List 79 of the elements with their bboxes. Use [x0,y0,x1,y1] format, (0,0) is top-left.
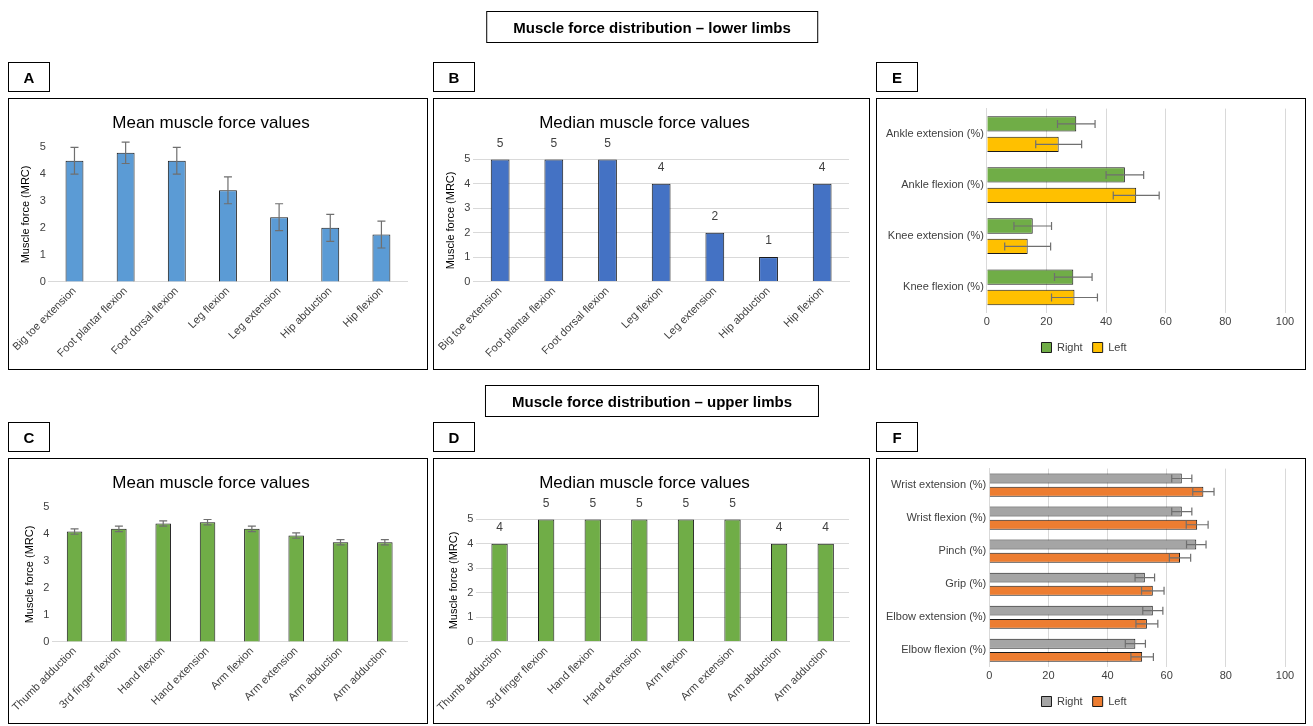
text: Muscle force distribution – upper limbs [484,385,820,417]
y-tick-label: 0 [43,634,50,647]
y-tick-label: 1 [39,247,46,260]
data-label: 4 [818,160,826,175]
y-tick-label: Knee flexion (%) [903,280,984,293]
legend-label: Left [1108,694,1127,707]
y-axis-title: Muscle force (MRC) [19,165,32,264]
x-tick-label: 80 [1219,315,1232,328]
data-label: 4 [496,520,504,535]
y-tick-label: 5 [39,140,46,153]
y-tick-label: Ankle flexion (%) [901,178,984,191]
text: E [876,62,918,92]
data-label: 5 [550,135,558,150]
y-tick-label: 5 [464,152,471,165]
x-tick-label: 100 [1275,669,1295,682]
y-tick-label: Wrist flexion (%) [906,511,987,524]
y-tick-label: 0 [39,274,46,287]
legend-label: Right [1056,340,1083,353]
y-tick-label: 5 [467,512,474,525]
y-tick-label: 1 [43,607,50,620]
legend-label: Right [1056,694,1083,707]
y-axis-title: Muscle force (MRC) [446,531,459,630]
y-axis-title: Muscle force (MRC) [22,525,35,624]
y-tick-label: 5 [43,500,50,513]
chart-title: Mean muscle force values [112,112,310,132]
x-tick-label: 20 [1042,669,1055,682]
chart-title: Median muscle force values [539,472,750,492]
x-tick-label: 100 [1275,315,1295,328]
y-tick-label: 3 [39,194,46,207]
y-tick-label: Elbow flexion (%) [901,643,987,656]
text: B [433,62,475,92]
y-tick-label: 4 [39,167,46,180]
y-tick-label: 4 [467,536,474,549]
x-tick-label: 40 [1101,669,1114,682]
y-tick-label: Ankle extension (%) [886,127,984,140]
data-label: 5 [729,495,737,510]
x-tick-label: 20 [1040,315,1053,328]
y-tick-label: Elbow extension (%) [885,610,987,623]
y-tick-label: 4 [43,527,50,540]
data-label: 5 [604,135,612,150]
y-tick-label: 2 [39,220,46,233]
data-label: 4 [775,520,783,535]
data-label: 5 [635,495,643,510]
data-label: 5 [496,135,504,150]
data-label: 4 [657,160,665,175]
data-label: 5 [589,495,597,510]
x-tick-label: 40 [1099,315,1113,328]
y-tick-label: 2 [43,580,50,593]
y-tick-label: 2 [467,585,474,598]
text: D [433,422,475,452]
text: F [876,422,918,452]
data-label: 4 [822,520,830,535]
y-tick-label: 3 [464,201,471,214]
data-label: 5 [682,495,690,510]
y-tick-label: Wrist extension (%) [891,478,987,491]
data-label: 5 [542,495,550,510]
y-tick-label: 0 [464,274,471,287]
x-tick-label: 60 [1159,315,1172,328]
x-tick-label: 60 [1160,669,1173,682]
y-tick-label: 4 [464,176,471,189]
y-tick-label: Grip (%) [945,577,987,590]
text: A [8,62,50,92]
legend-label: Left [1108,340,1127,353]
y-tick-label: Pinch (%) [938,544,987,557]
y-axis-title: Muscle force (MRC) [443,171,456,270]
x-tick-label: 80 [1219,669,1232,682]
y-tick-label: 2 [464,225,471,238]
data-label: 2 [711,208,719,223]
text: C [8,422,50,452]
y-tick-label: 0 [467,634,474,647]
data-label: 1 [765,233,773,248]
y-tick-label: Knee extension (%) [887,229,984,242]
text: Muscle force distribution – lower limbs [486,11,818,43]
chart-title: Mean muscle force values [112,472,310,492]
y-tick-label: 3 [467,561,474,574]
y-tick-label: 1 [464,250,471,263]
y-tick-label: 3 [43,554,50,567]
chart-title: Median muscle force values [539,112,750,132]
y-tick-label: 1 [467,610,474,623]
